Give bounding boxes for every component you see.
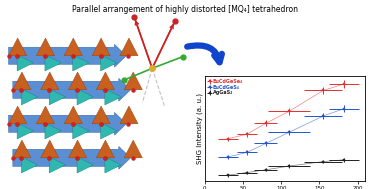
Polygon shape: [37, 106, 55, 124]
Polygon shape: [21, 157, 38, 173]
Polygon shape: [69, 140, 87, 158]
Polygon shape: [21, 89, 38, 105]
Y-axis label: SHG Intensity (a. u.): SHG Intensity (a. u.): [196, 93, 203, 164]
Polygon shape: [69, 72, 87, 90]
Polygon shape: [96, 140, 114, 158]
Polygon shape: [45, 55, 61, 71]
Polygon shape: [101, 123, 117, 139]
Polygon shape: [41, 140, 59, 158]
Polygon shape: [96, 72, 114, 90]
Polygon shape: [92, 38, 110, 56]
Polygon shape: [124, 72, 142, 90]
Polygon shape: [13, 72, 31, 90]
Polygon shape: [8, 38, 27, 56]
Polygon shape: [101, 55, 117, 71]
Polygon shape: [49, 89, 66, 105]
Polygon shape: [120, 106, 138, 124]
Polygon shape: [92, 106, 110, 124]
Polygon shape: [120, 38, 138, 56]
Polygon shape: [37, 38, 55, 56]
Polygon shape: [77, 89, 93, 105]
Polygon shape: [105, 157, 121, 173]
Polygon shape: [49, 157, 66, 173]
Polygon shape: [45, 123, 61, 139]
Polygon shape: [64, 106, 82, 124]
Text: Parallel arrangement of highly distorted [MQ₄] tetrahedron: Parallel arrangement of highly distorted…: [72, 5, 297, 14]
Polygon shape: [73, 123, 89, 139]
Polygon shape: [8, 106, 27, 124]
Polygon shape: [64, 38, 82, 56]
Polygon shape: [17, 55, 34, 71]
Polygon shape: [105, 89, 121, 105]
Polygon shape: [17, 123, 34, 139]
Legend: EuCdGeSe₄, EuCdGeS₄, AgGaS₂: EuCdGeSe₄, EuCdGeS₄, AgGaS₂: [207, 78, 244, 96]
FancyArrow shape: [13, 146, 131, 169]
FancyArrow shape: [8, 112, 126, 135]
Polygon shape: [41, 72, 59, 90]
Polygon shape: [13, 140, 31, 158]
FancyArrow shape: [13, 78, 131, 101]
Polygon shape: [124, 140, 142, 158]
FancyArrow shape: [8, 44, 126, 67]
Polygon shape: [73, 55, 89, 71]
Polygon shape: [77, 157, 93, 173]
